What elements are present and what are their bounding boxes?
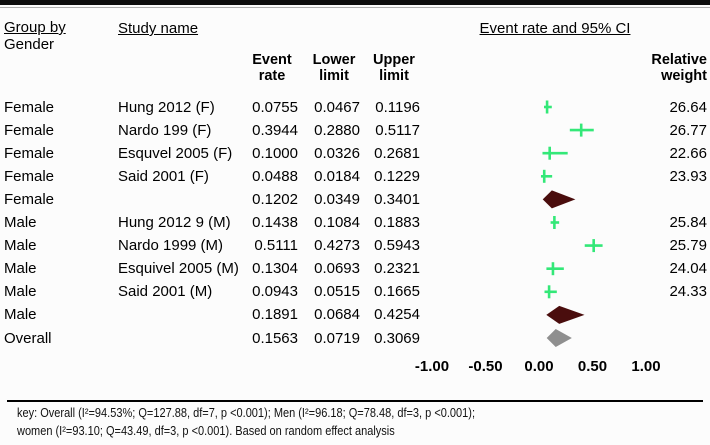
column-header-relative-weight: Relative weight: [651, 52, 707, 84]
row-lower-limit: 0.0349: [314, 190, 360, 208]
group-by-header: Group by Gender: [4, 19, 66, 53]
row-lower-limit: 0.0326: [314, 144, 360, 162]
plot-title-label: Event rate and 95% CI: [479, 20, 631, 37]
row-upper-limit: 0.5943: [374, 237, 420, 255]
row-relative-weight: 22.66: [669, 144, 707, 162]
row-lower-limit: 0.1084: [314, 214, 360, 231]
table-row: Overall 0.1563 0.0719 0.3069: [0, 327, 710, 350]
table-row: Female 0.1202 0.0349 0.3401: [0, 188, 710, 211]
row-group-label: Female: [4, 144, 55, 162]
row-upper-limit: 0.1229: [374, 167, 420, 185]
row-study-name: Esquivel 2005 (M): [118, 260, 239, 278]
study-name-header: Study name: [118, 20, 198, 37]
axis-tick-label: 0.50: [577, 358, 608, 375]
row-upper-limit: 0.3069: [374, 329, 420, 347]
row-relative-weight: 25.84: [669, 214, 707, 231]
row-study-name: [118, 327, 248, 350]
axis-tick-label: -1.00: [414, 358, 450, 375]
row-study-name: Said 2001 (F): [118, 167, 209, 185]
row-upper-limit: 0.1665: [374, 283, 420, 301]
row-lower-limit: 0.0684: [314, 306, 360, 324]
row-upper-limit: 0.1883: [374, 214, 420, 231]
row-event-rate: 0.1563: [252, 329, 298, 347]
study-name-label: Study name: [118, 20, 199, 37]
row-relative-weight: 24.04: [669, 260, 707, 278]
row-relative-weight: [647, 303, 707, 326]
row-study-name: Hung 2012 9 (M): [118, 214, 231, 231]
row-group-label: Female: [4, 98, 55, 116]
row-lower-limit: 0.0515: [314, 283, 360, 301]
table-row: Female Esquvel 2005 (F) 0.1000 0.0326 0.2681…: [0, 142, 710, 165]
row-event-rate: 0.0943: [252, 283, 298, 301]
row-event-rate: 0.1304: [252, 260, 298, 278]
row-study-name: Hung 2012 (F): [118, 98, 215, 116]
row-group-label: Female: [4, 190, 55, 208]
table-row: Male 0.1891 0.0684 0.4254: [0, 303, 710, 326]
row-study-name: Said 2001 (M): [118, 283, 213, 301]
row-relative-weight: [647, 327, 707, 350]
top-border-bar: [0, 0, 710, 5]
row-event-rate: 0.1202: [252, 190, 298, 208]
row-group-label: Male: [4, 237, 37, 255]
row-group-label: Female: [4, 167, 55, 185]
table-row: Male Nardo 1999 (M) 0.5111 0.4273 0.5943 25.7…: [0, 234, 710, 257]
row-study-name: Esquvel 2005 (F): [118, 144, 233, 162]
row-lower-limit: 0.0719: [314, 329, 360, 347]
row-upper-limit: 0.2321: [374, 260, 420, 278]
group-by-value: Gender: [4, 35, 55, 53]
key-text-line1: key: Overall (I²=94.53%; Q=127.88, df=7,…: [17, 406, 476, 420]
column-header-lower-limit: Lower limit: [312, 52, 356, 84]
row-upper-limit: 0.1196: [375, 98, 420, 116]
row-upper-limit: 0.3401: [374, 190, 420, 208]
row-event-rate: 0.1000: [252, 144, 298, 162]
table-row: Male Said 2001 (M) 0.0943 0.0515 0.1665 24.33: [0, 280, 710, 303]
top-border-thin-line: [0, 7, 710, 8]
column-header-upper-limit: Upper limit: [373, 52, 415, 84]
row-study-name: Nardo 199 (F): [118, 121, 212, 139]
row-study-name: Nardo 1999 (M): [118, 237, 224, 255]
row-relative-weight: 23.93: [669, 167, 707, 185]
row-lower-limit: 0.0467: [314, 98, 360, 116]
row-event-rate: 0.0755: [252, 98, 298, 116]
row-event-rate: 0.0488: [252, 167, 298, 185]
row-lower-limit: 0.2880: [314, 121, 360, 139]
table-row: Female Said 2001 (F) 0.0488 0.0184 0.1229 23.…: [0, 165, 710, 188]
row-event-rate: 0.1438: [252, 214, 298, 231]
row-event-rate: 0.3944: [252, 121, 298, 139]
row-group-label: Female: [4, 121, 55, 139]
row-lower-limit: 0.0184: [314, 167, 360, 185]
row-group-label: Male: [4, 214, 37, 231]
table-row: Male Esquivel 2005 (M) 0.1304 0.0693 0.2321 2…: [0, 257, 710, 280]
row-group-label: Male: [4, 260, 37, 278]
row-event-rate: 0.5111: [254, 237, 298, 255]
row-relative-weight: 24.33: [669, 283, 707, 301]
group-by-label: Group by: [4, 19, 66, 36]
axis-tick-label: -0.50: [468, 358, 503, 375]
row-relative-weight: [647, 188, 707, 211]
row-lower-limit: 0.0693: [314, 260, 360, 278]
table-row: Female Nardo 199 (F) 0.3944 0.2880 0.5117 26.…: [0, 119, 710, 142]
plot-title: Event rate and 95% CI: [445, 20, 665, 37]
row-group-label: Male: [4, 283, 37, 301]
row-relative-weight: 26.77: [669, 121, 707, 139]
row-study-name: [118, 303, 248, 326]
row-group-label: Male: [4, 306, 37, 324]
footer-separator-line: [7, 400, 703, 402]
row-study-name: [118, 188, 248, 211]
row-relative-weight: 25.79: [669, 237, 707, 255]
row-upper-limit: 0.5117: [375, 121, 420, 139]
axis-tick-label: 1.00: [631, 358, 661, 375]
row-lower-limit: 0.4273: [314, 237, 360, 255]
table-row: Male Hung 2012 9 (M) 0.1438 0.1084 0.1883 25.…: [0, 211, 710, 234]
row-upper-limit: 0.4254: [374, 306, 420, 324]
row-event-rate: 0.1891: [252, 306, 298, 324]
row-relative-weight: 26.64: [669, 98, 707, 116]
table-row: Female Hung 2012 (F) 0.0755 0.0467 0.1196 26.…: [0, 96, 710, 119]
key-text-line2: women (I²=93.10; Q=43.49, df=3, p <0.001…: [17, 424, 395, 438]
axis-tick-label: 0.00: [524, 358, 554, 375]
row-upper-limit: 0.2681: [374, 144, 420, 162]
column-header-event-rate: Event rate: [252, 52, 292, 84]
row-group-label: Overall: [4, 329, 52, 347]
